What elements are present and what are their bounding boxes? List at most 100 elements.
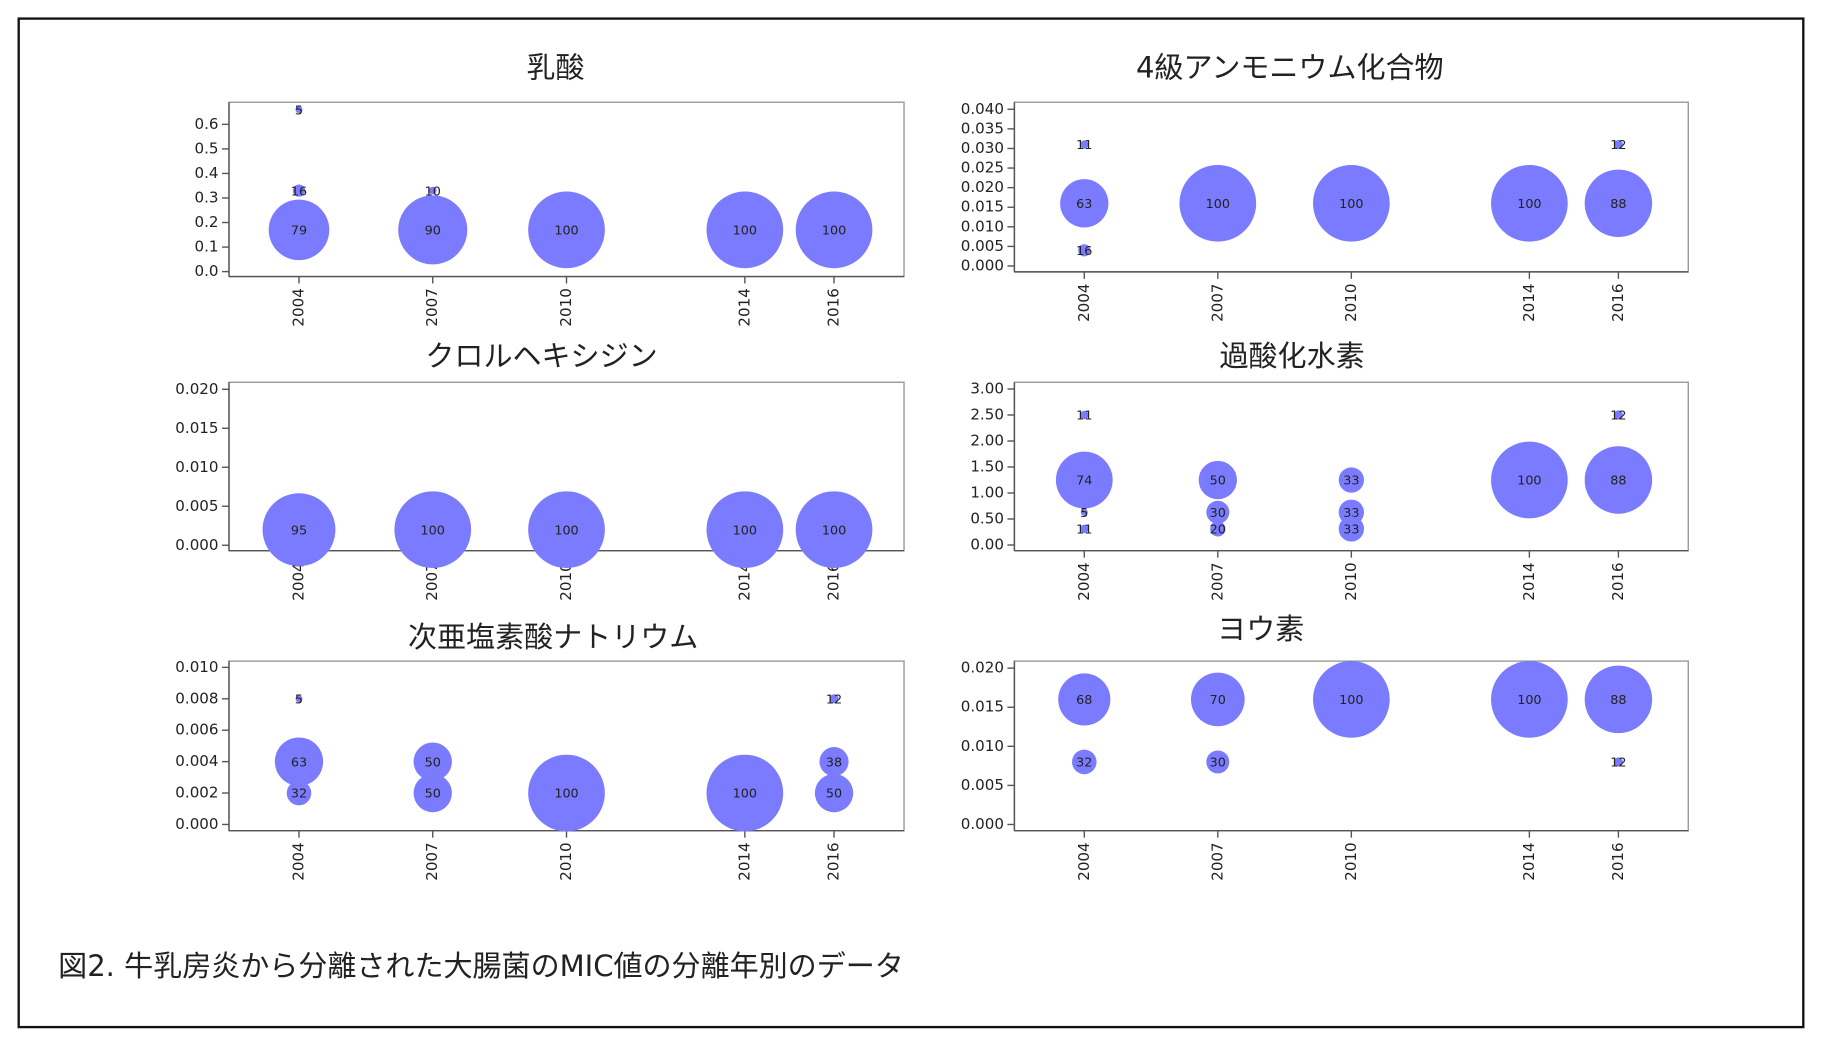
bubble-label: 11 xyxy=(1076,138,1092,153)
title-background xyxy=(1203,336,1381,376)
x-tick-label: 2010 xyxy=(1342,283,1360,321)
bubble-label: 32 xyxy=(1076,756,1092,771)
bubble-label: 33 xyxy=(1343,523,1359,538)
x-tick-label: 2007 xyxy=(1208,562,1226,600)
bubble-label: 30 xyxy=(1210,756,1226,771)
bubble xyxy=(274,737,324,786)
bubble xyxy=(1491,441,1568,519)
bubble xyxy=(1078,244,1091,257)
chart: 0.000 0.005 0.010 0.015 0.020 2004 2007 2010 201… xyxy=(175,336,905,601)
bubble xyxy=(1060,179,1109,228)
y-tick-label: 0.020 xyxy=(961,659,1004,677)
x-tick-label: 2014 xyxy=(1520,842,1538,880)
y-tick-label: 0.010 xyxy=(175,658,218,676)
y-tick-label: 0.035 xyxy=(961,119,1004,137)
bubble-label: 88 xyxy=(1610,693,1626,708)
bubble xyxy=(413,773,452,813)
bubble-label: 38 xyxy=(826,755,842,770)
bubble xyxy=(262,493,336,567)
bubble xyxy=(1190,672,1245,727)
bubble xyxy=(1210,521,1226,537)
x-tick-label: 2010 xyxy=(557,842,575,880)
bubble-label: 100 xyxy=(554,224,578,239)
bubble-label: 11 xyxy=(1076,523,1092,538)
bubble xyxy=(1613,757,1624,767)
x-tick-label: 2014 xyxy=(735,842,753,880)
bubble xyxy=(706,491,784,569)
x-tick-label: 2007 xyxy=(1208,842,1226,880)
bubble xyxy=(1198,460,1237,500)
bubble xyxy=(814,773,854,813)
y-tick-label: 1.50 xyxy=(970,458,1004,476)
bubble-label: 79 xyxy=(291,224,307,239)
bubble-label: 20 xyxy=(1210,523,1226,538)
title-background xyxy=(510,48,601,88)
x-tick-label: 2010 xyxy=(557,562,575,600)
y-tick-label: 0.015 xyxy=(961,698,1004,716)
chart: 0.000 0.005 0.010 0.015 0.020 2004 2007 2010 201… xyxy=(961,609,1689,881)
bubble-label: 5 xyxy=(295,692,303,707)
caption: 図2. 牛乳房炎から分離された大腸菌のMIC値の分離年別のデータ xyxy=(58,949,904,983)
bubble xyxy=(528,754,605,832)
bubble-label: 100 xyxy=(1206,197,1230,212)
chart-title: クロルヘキシジン xyxy=(425,339,657,373)
bubble-label: 95 xyxy=(291,523,307,538)
bubble-label: 10 xyxy=(425,184,441,199)
bubble xyxy=(286,780,312,806)
chart-title: ヨウ素 xyxy=(1217,612,1304,646)
y-tick-label: 0.006 xyxy=(175,721,218,739)
x-tick-label: 2016 xyxy=(825,562,843,600)
x-tick-label: 2016 xyxy=(1609,562,1627,600)
y-tick-label: 0.00 xyxy=(970,536,1004,554)
y-tick-label: 0.010 xyxy=(961,737,1004,755)
y-tick-label: 0.020 xyxy=(175,380,218,398)
bubble xyxy=(1206,500,1230,524)
y-tick-label: 0.010 xyxy=(175,458,218,476)
y-tick-label: 0.4 xyxy=(195,164,219,182)
bubble xyxy=(1179,164,1257,242)
bubble xyxy=(428,186,437,195)
bubble xyxy=(528,491,605,569)
y-tick-label: 0.000 xyxy=(175,815,218,833)
chart-title: 次亜塩素酸ナトリウム xyxy=(408,620,698,654)
y-tick-label: 0.6 xyxy=(195,115,219,133)
x-tick-label: 2010 xyxy=(1342,562,1360,600)
y-tick-label: 0.015 xyxy=(175,419,218,437)
x-tick-label: 2016 xyxy=(1609,283,1627,321)
bubble-label: 33 xyxy=(1343,474,1359,489)
chart: 0.000 0.002 0.004 0.006 0.008 0.010 2004 2007 20… xyxy=(175,617,905,881)
bubble xyxy=(1584,665,1653,734)
y-tick-label: 0.000 xyxy=(961,815,1004,833)
bubble-label: 100 xyxy=(421,523,445,538)
bubble xyxy=(1080,140,1089,149)
y-tick-label: 0.000 xyxy=(961,256,1004,274)
bubble-label: 30 xyxy=(1210,506,1226,521)
x-tick-label: 2004 xyxy=(1075,562,1093,600)
y-tick-label: 0.005 xyxy=(961,776,1004,794)
bubble xyxy=(1058,673,1111,726)
bubble xyxy=(268,199,330,261)
bubble-label: 5 xyxy=(1080,506,1088,521)
title-background xyxy=(391,617,715,657)
x-tick-label: 2004 xyxy=(289,288,307,326)
bubble xyxy=(292,184,306,197)
x-tick-label: 2016 xyxy=(1609,842,1627,880)
x-tick-label: 2010 xyxy=(557,288,575,326)
x-tick-label: 2007 xyxy=(423,562,441,600)
bubble xyxy=(1313,661,1390,738)
title-background xyxy=(1200,609,1321,649)
bubble-label: 63 xyxy=(291,755,307,770)
y-tick-label: 0.3 xyxy=(195,188,219,206)
bubble-label: 12 xyxy=(826,692,842,707)
y-tick-label: 0.0 xyxy=(195,262,219,280)
bubble xyxy=(1080,410,1089,420)
y-tick-label: 0.030 xyxy=(961,139,1004,157)
bubble xyxy=(1491,661,1568,738)
bubble-label: 100 xyxy=(1517,474,1541,489)
bubble-label: 100 xyxy=(1339,197,1363,212)
y-tick-label: 0.020 xyxy=(961,178,1004,196)
bubble-label: 70 xyxy=(1210,693,1226,708)
